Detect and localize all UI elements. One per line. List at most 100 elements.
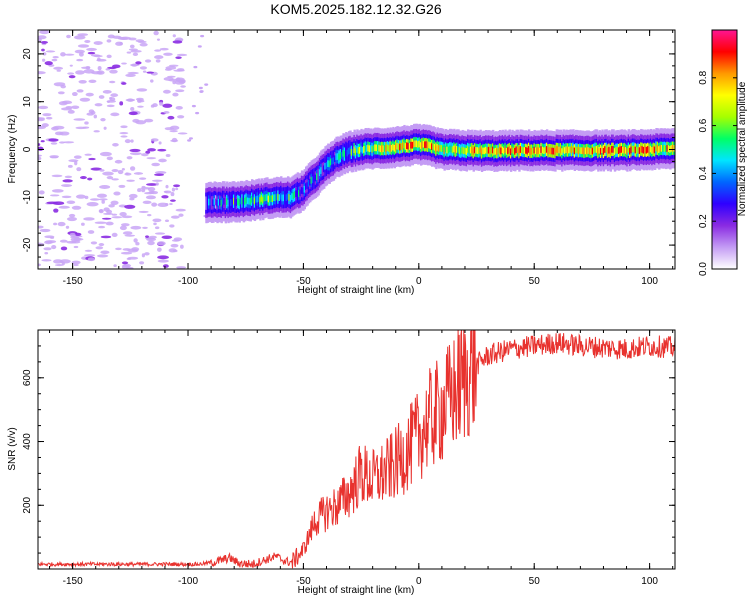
ridge-cell bbox=[237, 198, 240, 205]
noise-blob bbox=[148, 190, 155, 194]
ridge-cell bbox=[339, 152, 343, 160]
noise-blob bbox=[175, 89, 185, 93]
noise-blob bbox=[198, 86, 203, 90]
noise-blob bbox=[155, 182, 159, 186]
noise-blob bbox=[73, 118, 86, 121]
noise-blob bbox=[157, 148, 167, 152]
noise-blob bbox=[61, 184, 73, 187]
ridge-cell bbox=[360, 145, 363, 153]
ridge-cell bbox=[518, 148, 521, 155]
ridge-cell bbox=[354, 148, 358, 156]
noise-blob bbox=[96, 193, 108, 198]
ridge-cell bbox=[353, 146, 356, 154]
ridge-cell bbox=[509, 148, 513, 156]
noise-blob bbox=[73, 263, 79, 267]
ridge-cell bbox=[580, 147, 583, 155]
x-tick-label: 100 bbox=[641, 576, 658, 587]
x-tick-label: 0 bbox=[416, 576, 422, 587]
ridge-cell bbox=[371, 146, 374, 153]
noise-blob bbox=[74, 35, 86, 40]
ridge-cell bbox=[349, 147, 352, 154]
snr-x-ticks: -150 -100 -50 0 50 100 bbox=[49, 330, 674, 587]
ridge-cell bbox=[282, 194, 286, 202]
noise-blob bbox=[105, 221, 114, 226]
noise-blob bbox=[153, 222, 157, 226]
noise-blob bbox=[111, 178, 119, 181]
ridge-cell bbox=[403, 141, 406, 149]
noise-blob bbox=[126, 51, 132, 54]
noise-blob bbox=[40, 140, 45, 143]
ridge-cell bbox=[376, 144, 380, 152]
noise-blob bbox=[142, 200, 152, 205]
ridge-cell bbox=[469, 146, 473, 154]
ridge-cell bbox=[406, 142, 409, 150]
noise-blob bbox=[130, 50, 142, 53]
ridge-cell bbox=[404, 143, 408, 150]
ridge-cell bbox=[523, 147, 527, 154]
ridge-cell bbox=[644, 146, 647, 153]
ridge-cell bbox=[534, 147, 538, 155]
spectrogram-y-label: Frequency (Hz) bbox=[7, 115, 18, 184]
noise-blob bbox=[76, 167, 82, 172]
ridge-cell bbox=[372, 145, 376, 152]
ridge-cell bbox=[586, 147, 589, 154]
noise-blob bbox=[154, 232, 166, 235]
noise-blob bbox=[157, 255, 169, 260]
ridge-cell bbox=[417, 141, 420, 148]
ridge-cell bbox=[249, 198, 252, 205]
ridge-cell bbox=[217, 198, 221, 206]
noise-blob bbox=[51, 174, 63, 178]
ridge-cell bbox=[526, 147, 529, 155]
noise-blob bbox=[53, 208, 59, 213]
noise-blob bbox=[66, 34, 71, 39]
ridge-cell bbox=[476, 147, 480, 154]
noise-blob bbox=[38, 35, 47, 40]
noise-blob bbox=[197, 45, 202, 48]
noise-blob bbox=[129, 152, 142, 156]
noise-blob bbox=[81, 222, 85, 226]
ridge-cell bbox=[588, 147, 592, 155]
ridge-cell bbox=[442, 145, 445, 153]
ridge-cell bbox=[213, 198, 216, 205]
ridge-cell bbox=[412, 140, 416, 148]
noise-blob bbox=[120, 223, 130, 227]
noise-blob bbox=[162, 103, 173, 108]
noise-blob bbox=[42, 52, 47, 56]
colorbar-tick-label: 0.4 bbox=[698, 166, 709, 180]
ridge-cell bbox=[479, 146, 482, 154]
ridge-cell bbox=[554, 148, 557, 155]
noise-blob bbox=[119, 225, 127, 231]
ridge-cell bbox=[663, 144, 667, 152]
ridge-cell bbox=[316, 173, 319, 181]
noise-blob bbox=[38, 118, 45, 122]
ridge-cell bbox=[577, 147, 581, 155]
noise-blob bbox=[169, 129, 178, 133]
ridge-cell bbox=[642, 146, 646, 154]
noise-blob bbox=[162, 264, 169, 268]
noise-blob bbox=[107, 66, 117, 70]
noise-blob bbox=[121, 82, 127, 85]
ridge-cell bbox=[397, 143, 401, 151]
noise-blob bbox=[150, 138, 159, 142]
snr-y-label: SNR (v/v) bbox=[7, 427, 18, 470]
ridge-cell bbox=[507, 147, 510, 154]
noise-blob bbox=[67, 164, 73, 168]
ridge-cell bbox=[561, 148, 564, 155]
noise-blob bbox=[97, 57, 101, 62]
noise-blob bbox=[96, 254, 109, 258]
ridge-cell bbox=[482, 147, 485, 155]
ridge-cell bbox=[608, 146, 611, 154]
noise-blob bbox=[169, 125, 180, 131]
ridge-cell bbox=[591, 147, 595, 155]
noise-blob bbox=[98, 225, 106, 229]
ridge-cell bbox=[579, 146, 582, 154]
noise-blob bbox=[176, 77, 181, 82]
ridge-cell bbox=[620, 146, 624, 153]
noise-blob bbox=[144, 252, 150, 256]
noise-blob bbox=[170, 191, 175, 197]
ridge-cell bbox=[262, 196, 265, 204]
noise-blob bbox=[106, 39, 112, 43]
noise-blob bbox=[110, 112, 120, 117]
noise-blob bbox=[64, 175, 73, 179]
